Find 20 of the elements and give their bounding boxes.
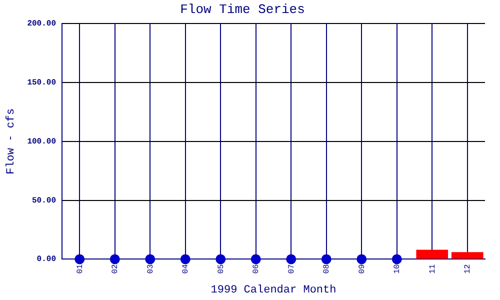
y-tick-label: 0.00: [36, 255, 56, 264]
chart-title: Flow Time Series: [180, 2, 305, 18]
y-axis-title: Flow - cfs: [6, 108, 18, 174]
x-tick-label: 06: [252, 264, 262, 274]
x-tick-label: 04: [182, 264, 191, 274]
y-tick-label: 150.00: [27, 78, 56, 88]
x-tick-label: 08: [322, 264, 332, 274]
x-tick-label: 12: [464, 264, 472, 274]
x-axis-title: 1999 Calendar Month: [210, 284, 336, 296]
x-tick-label: 05: [216, 264, 226, 274]
x-tick-label: 03: [146, 264, 156, 274]
x-tick-label: 02: [111, 264, 120, 274]
y-tick-label: 100.00: [27, 137, 56, 146]
x-tick-label: 10: [393, 264, 402, 274]
y-tick-label: 50.00: [32, 196, 56, 206]
x-tick-label: 11: [428, 264, 438, 274]
x-tick-label: 07: [287, 264, 296, 274]
x-tick-label: 09: [358, 264, 367, 274]
x-tick-label: 01: [76, 264, 85, 274]
y-tick-label: 200.00: [27, 20, 56, 29]
